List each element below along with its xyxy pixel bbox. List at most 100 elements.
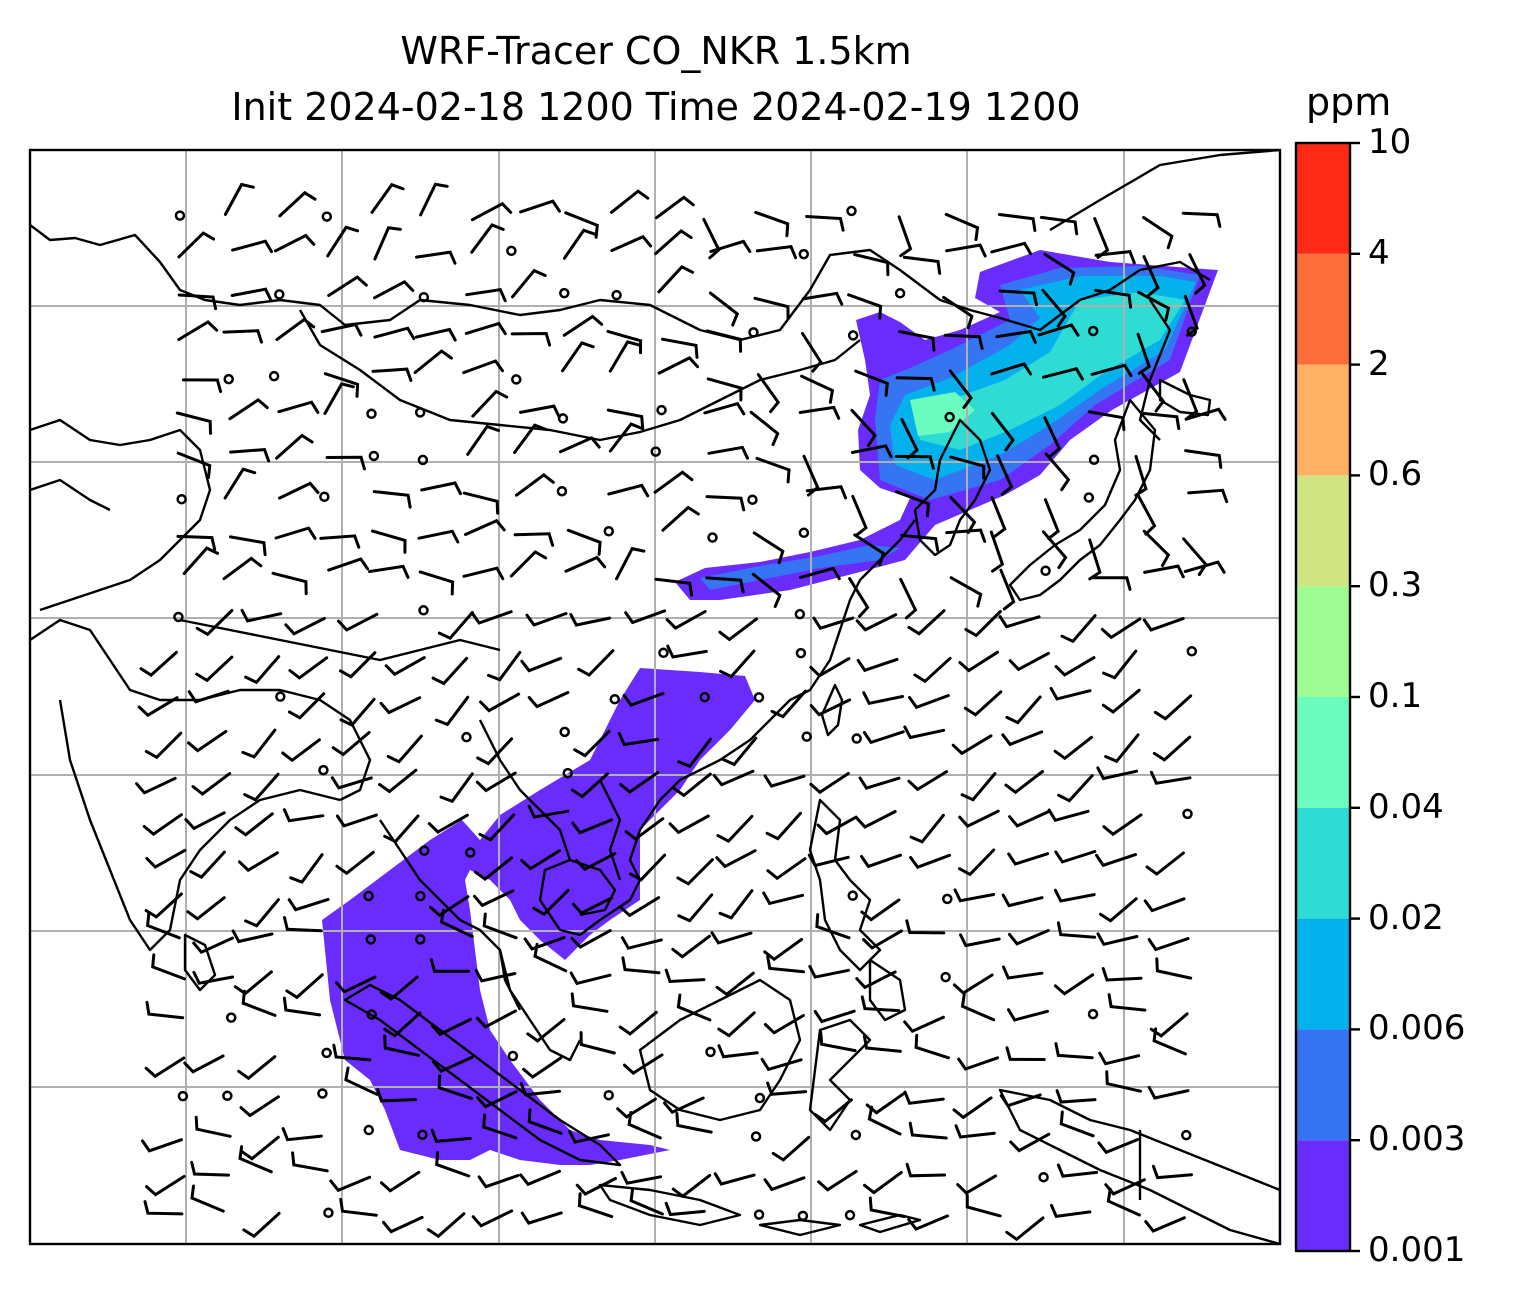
wind-barb [813, 1098, 853, 1124]
wind-barb [948, 369, 973, 409]
calm-wind-marker [850, 1129, 862, 1141]
wind-barb [954, 1124, 996, 1139]
wind-barb [241, 728, 277, 759]
wind-barb [230, 287, 273, 302]
wind-barb [717, 1044, 759, 1059]
wind-barb [959, 933, 1001, 948]
wind-barb [944, 212, 980, 242]
wind-barb [1007, 1008, 1049, 1022]
wind-barb [1041, 288, 1067, 328]
calm-wind-marker [609, 693, 621, 705]
wind-barb [809, 698, 852, 717]
wind-barb [618, 1010, 658, 1036]
wind-barb [672, 772, 712, 798]
wind-barb [851, 494, 868, 537]
wind-barb [1005, 695, 1042, 725]
calm-wind-marker [748, 327, 759, 338]
wind-barb [177, 231, 216, 259]
wind-barb [903, 1015, 945, 1034]
wind-barb [1182, 378, 1199, 420]
wind-barb [965, 1193, 1002, 1218]
wind-barb [1087, 410, 1126, 432]
wind-barb [570, 929, 612, 949]
wind-barb [277, 400, 320, 414]
wind-barb [907, 770, 949, 792]
wind-barb [705, 576, 745, 594]
wind-barb [805, 215, 845, 232]
wind-barb [1008, 929, 1050, 946]
wind-barb [1008, 810, 1050, 828]
calm-wind-marker [317, 1088, 328, 1099]
calm-wind-marker [844, 1209, 856, 1221]
wind-barb [1152, 735, 1192, 762]
wind-barb [1093, 217, 1110, 259]
wind-barb [705, 495, 746, 512]
wind-barb [386, 734, 423, 764]
wind-barb [862, 1034, 902, 1053]
wind-barb [575, 852, 617, 872]
calm-wind-marker [268, 370, 280, 382]
wind-barb [373, 226, 402, 261]
wind-barb [624, 609, 667, 625]
wind-barb [621, 956, 661, 975]
calm-wind-marker [366, 1009, 377, 1020]
calm-wind-marker [506, 245, 517, 257]
wind-barb [894, 454, 935, 470]
wind-barb [429, 958, 470, 973]
wind-barb [1054, 850, 1097, 864]
wind-barb [382, 1215, 424, 1234]
wind-barb [371, 367, 413, 382]
wind-barb [509, 550, 548, 578]
wind-barb [1039, 215, 1079, 236]
wind-barb [771, 1135, 811, 1162]
wind-barb [231, 239, 273, 254]
colorbar-tick-label: 2 [1368, 343, 1390, 384]
wind-barb [337, 612, 379, 632]
wind-barb [145, 912, 181, 940]
calm-wind-marker [419, 845, 430, 856]
wind-barb [471, 1209, 514, 1228]
calm-wind-marker [363, 1124, 375, 1136]
wind-barb [520, 849, 561, 871]
wind-barb [1104, 1178, 1146, 1196]
wind-barb [617, 732, 660, 747]
wind-barb [815, 913, 851, 940]
wind-barb [763, 1014, 805, 1035]
wind-barb [379, 696, 422, 715]
colorbar-tick-label: 0.02 [1368, 897, 1444, 938]
calm-wind-marker [794, 608, 806, 620]
wind-barb [1151, 1164, 1193, 1180]
wind-barb [191, 772, 232, 796]
wind-barb [1136, 494, 1157, 536]
wind-barb [717, 1011, 756, 1038]
wind-barb [275, 317, 316, 342]
wind-barb [1005, 1216, 1045, 1242]
wind-barb [335, 975, 377, 994]
calm-wind-marker [365, 934, 377, 945]
wind-barb [675, 1112, 713, 1134]
wind-barb [465, 288, 507, 303]
wind-barb [370, 529, 407, 554]
wind-barb [1101, 967, 1143, 982]
colorbar-band [1296, 1140, 1350, 1251]
wind-barb [437, 611, 474, 641]
wind-barb [329, 1175, 372, 1193]
wind-barb [281, 738, 321, 763]
wind-barb [622, 692, 665, 707]
wind-barb [905, 1162, 947, 1178]
wind-barb [999, 568, 1016, 611]
calm-wind-marker [418, 605, 429, 616]
wind-barb [243, 772, 280, 802]
calm-wind-marker [795, 647, 807, 659]
calm-wind-marker [1181, 1129, 1192, 1141]
wind-barb [964, 610, 1002, 638]
wind-barb [378, 768, 418, 794]
wind-barb [228, 398, 269, 421]
wind-barb [721, 736, 758, 767]
wind-barb [432, 1055, 474, 1074]
wind-barb [190, 1184, 225, 1213]
colorbar-band [1296, 807, 1350, 919]
wind-barb [816, 815, 858, 836]
calm-wind-marker [559, 287, 570, 299]
wind-barb [143, 1200, 184, 1216]
